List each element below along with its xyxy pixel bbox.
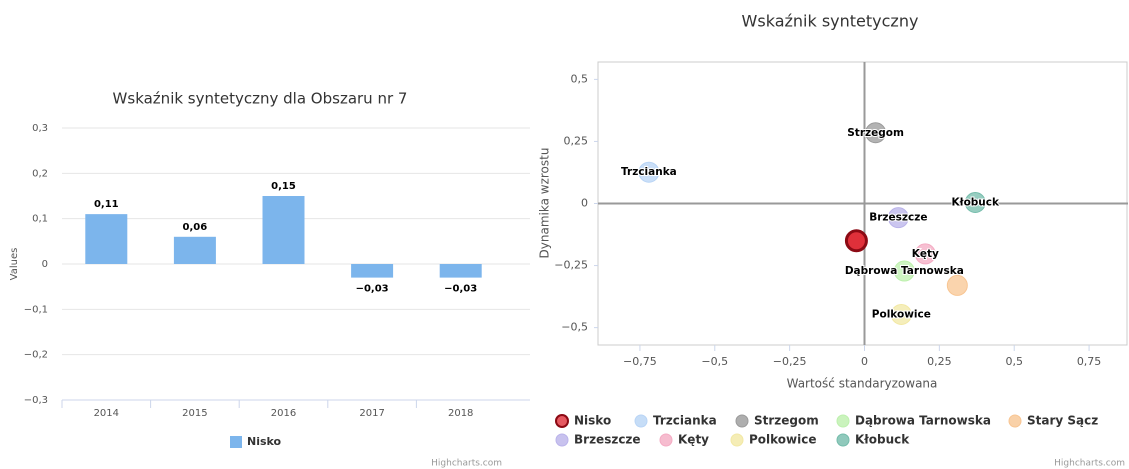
- legend-label: Trzcianka: [653, 414, 717, 428]
- x-tick-label: 2015: [182, 408, 207, 419]
- legend-label: Brzeszcze: [574, 433, 641, 447]
- y-tick-label: 0: [581, 197, 588, 210]
- x-tick-label: 0,75: [1077, 355, 1102, 368]
- bubble: [890, 303, 912, 325]
- y-tick-label: 0,3: [32, 123, 48, 134]
- x-tick-label: 2018: [448, 408, 473, 419]
- credits: Highcharts.com: [1054, 459, 1125, 469]
- y-axis-title: Values: [9, 248, 20, 281]
- data-label: −0,03: [356, 284, 389, 295]
- x-tick-label: −0,25: [773, 355, 807, 368]
- x-tick-label: −0,5: [701, 355, 728, 368]
- y-tick-label: 0: [42, 259, 48, 270]
- y-tick-label: 0,5: [571, 72, 589, 85]
- data-label: 0,11: [94, 199, 119, 210]
- y-tick-label: −0,5: [561, 321, 588, 334]
- data-label: Strzegom: [847, 127, 904, 139]
- y-tick-label: 0,25: [564, 134, 589, 147]
- legend-symbol: [735, 414, 749, 428]
- bubble: [946, 274, 968, 296]
- bar: [439, 264, 482, 278]
- data-label: 0,06: [183, 222, 208, 233]
- credits: Highcharts.com: [431, 459, 502, 469]
- x-tick-label: 2017: [359, 408, 384, 419]
- x-tick-label: 0,5: [1005, 355, 1023, 368]
- data-label: Kłobuck: [952, 197, 1000, 209]
- legend-label: Dąbrowa Tarnowska: [855, 414, 991, 428]
- bubble: [893, 260, 915, 282]
- x-tick-label: 0: [861, 355, 868, 368]
- x-tick-label: 0,25: [927, 355, 952, 368]
- chart-title: Wskaźnik syntetyczny dla Obszaru nr 7: [113, 90, 408, 108]
- bubble: [887, 207, 909, 229]
- data-label: Brzeszcze: [869, 212, 927, 224]
- legend-symbol: [1008, 414, 1022, 428]
- legend-symbol: [230, 436, 242, 448]
- legend-label: Kęty: [678, 433, 709, 447]
- x-tick-label: 2014: [94, 408, 119, 419]
- legend-symbol: [634, 414, 648, 428]
- legend-symbol: [659, 433, 673, 447]
- bubble: [638, 161, 660, 183]
- chart-title: Wskaźnik syntetyczny: [742, 12, 919, 31]
- legend-symbol: [836, 433, 850, 447]
- y-tick-label: −0,1: [24, 304, 48, 315]
- legend-symbol: [836, 414, 850, 428]
- y-tick-label: −0,3: [24, 395, 48, 406]
- legend-label: Strzegom: [754, 414, 819, 428]
- y-tick-label: 0,1: [32, 214, 48, 225]
- x-tick-label: −0,75: [623, 355, 657, 368]
- bubble: [964, 192, 986, 214]
- x-tick-label: 2016: [271, 408, 296, 419]
- data-label: Polkowice: [872, 308, 931, 320]
- y-tick-label: −0,2: [24, 350, 48, 361]
- legend-label: Stary Sącz: [1027, 414, 1098, 428]
- data-label: Trzcianka: [621, 166, 677, 178]
- data-label: Dąbrowa Tarnowska: [845, 265, 964, 277]
- legend-symbol: [555, 433, 569, 447]
- bar: [262, 196, 305, 264]
- y-tick-label: −0,25: [554, 259, 588, 272]
- data-label: −0,03: [444, 284, 477, 295]
- legend-label: Nisko: [247, 435, 282, 448]
- legend-label: Kłobuck: [855, 433, 910, 447]
- data-label: 0,15: [271, 181, 296, 192]
- y-tick-label: 0,2: [32, 168, 48, 179]
- x-axis-title: Wartość standaryzowana: [787, 377, 938, 391]
- legend-label: Nisko: [574, 414, 611, 428]
- legend-label: Polkowice: [749, 433, 817, 447]
- data-label: Kęty: [912, 248, 939, 260]
- bar: [85, 214, 128, 264]
- bubble: [914, 243, 936, 265]
- bubble: [865, 122, 887, 144]
- bar: [351, 264, 394, 278]
- bar: [173, 236, 216, 264]
- y-axis-title: Dynamika wzrostu: [538, 148, 552, 259]
- legend-symbol: [730, 433, 744, 447]
- legend-symbol: [555, 414, 569, 428]
- bubble: [844, 229, 868, 253]
